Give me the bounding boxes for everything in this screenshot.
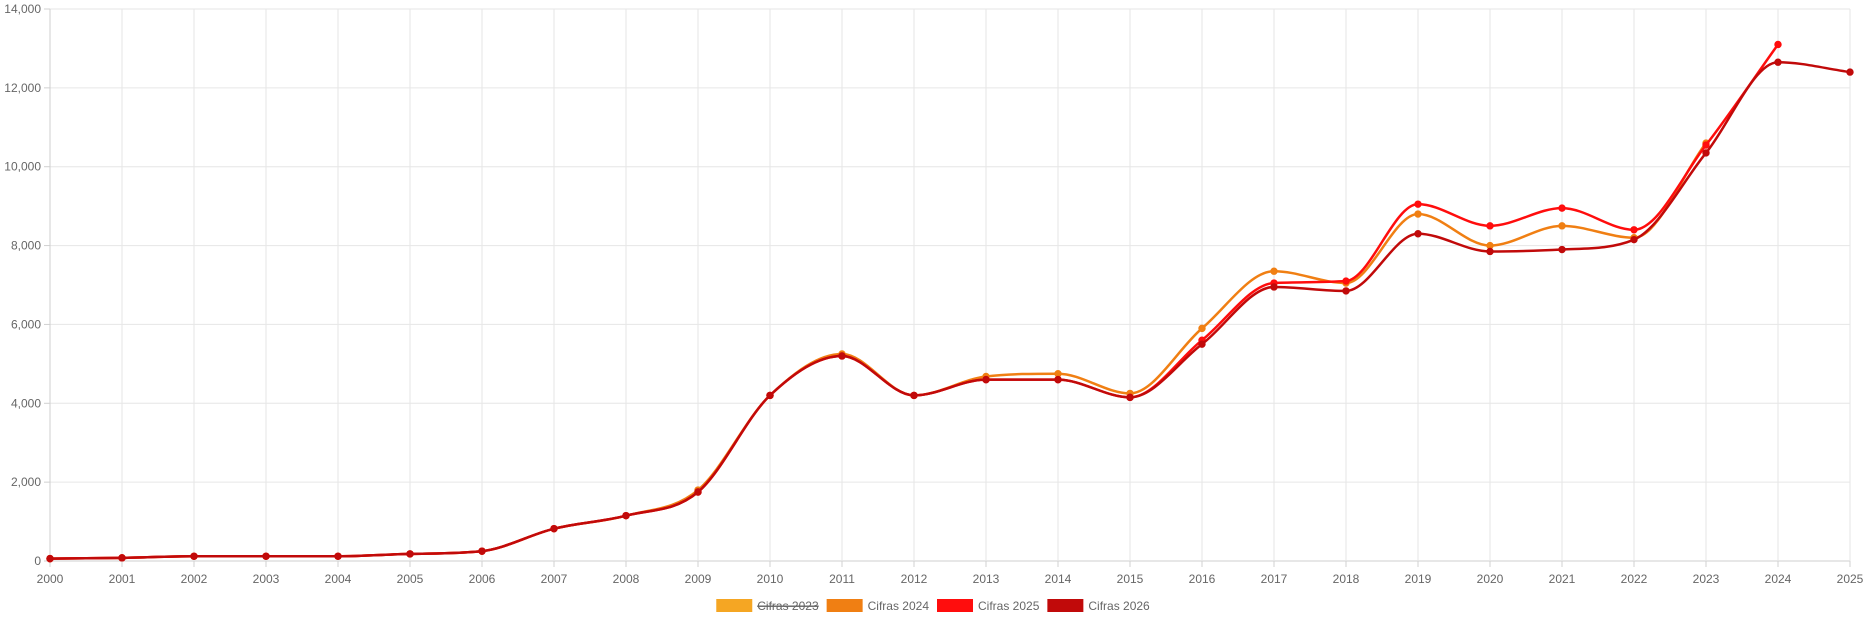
data-point-cifras-2026 (46, 554, 54, 563)
data-point-cifras-2026 (262, 552, 270, 560)
y-tick-label: 6,000 (11, 317, 41, 331)
data-point-cifras-2026 (694, 488, 702, 496)
x-tick-label: 2002 (181, 572, 208, 586)
legend: Cifras 2023 Cifras 2024 Cifras 2025 Cifras … (716, 599, 1150, 613)
axis-layer: 0 2,000 4,000 6,000 8,000 10,000 12,000 14,000 2… (4, 2, 1863, 586)
legend-item-cifras-2024[interactable]: Cifras 2024 (826, 599, 930, 613)
x-tick-label: 2015 (1117, 572, 1144, 586)
data-point-cifras-2026 (1846, 68, 1854, 76)
data-point-cifras-2025 (1342, 277, 1350, 285)
data-point-cifras-2026 (190, 552, 198, 560)
y-tick-label: 2,000 (11, 475, 41, 489)
x-tick-label: 2010 (757, 572, 784, 586)
x-tick-label: 2006 (469, 572, 496, 586)
x-tick-label: 2008 (613, 572, 640, 586)
data-point-cifras-2026 (910, 391, 918, 400)
x-tick-label: 2013 (973, 572, 1000, 586)
grid-layer (49, 8, 1851, 562)
x-tick-label: 2022 (1621, 572, 1648, 586)
x-tick-label: 2003 (253, 572, 280, 586)
x-tick-label: 2001 (109, 572, 136, 586)
legend-swatch (1047, 599, 1084, 612)
data-point-cifras-2024 (1558, 222, 1566, 230)
data-point-cifras-2026 (766, 391, 774, 400)
legend-label: Cifras 2024 (868, 599, 930, 613)
x-tick-label: 2024 (1765, 572, 1792, 586)
x-tick-label: 2009 (685, 572, 712, 586)
x-tick-label: 2012 (901, 572, 928, 586)
data-point-cifras-2026 (118, 554, 126, 562)
data-point-cifras-2026 (838, 352, 846, 360)
y-tick-label: 0 (34, 554, 41, 568)
legend-swatch (716, 599, 753, 612)
y-tick-label: 4,000 (11, 396, 41, 410)
data-point-cifras-2026 (982, 375, 990, 384)
x-tick-label: 2021 (1549, 572, 1576, 586)
y-tick-label: 8,000 (11, 239, 41, 253)
data-point-cifras-2025 (1630, 226, 1638, 234)
data-point-cifras-2026 (1774, 58, 1782, 66)
x-tick-label: 2005 (397, 572, 424, 586)
x-tick-label: 2014 (1045, 572, 1072, 586)
data-point-cifras-2026 (550, 524, 558, 533)
x-tick-label: 2019 (1405, 572, 1432, 586)
x-tick-label: 2023 (1693, 572, 1720, 586)
data-point-cifras-2026 (1342, 287, 1350, 295)
data-point-cifras-2026 (478, 547, 486, 555)
legend-swatch (937, 599, 973, 612)
y-tick-label: 14,000 (4, 2, 41, 16)
y-tick-label: 12,000 (4, 81, 41, 95)
data-point-cifras-2025 (1486, 222, 1494, 230)
y-tick-label: 10,000 (4, 160, 41, 174)
x-tick-label: 2025 (1837, 572, 1864, 586)
series-layer (46, 40, 1854, 563)
series-cifras-2024 (46, 139, 1710, 563)
legend-label: Cifras 2025 (978, 599, 1040, 613)
data-point-cifras-2024 (1414, 210, 1422, 218)
x-tick-label: 2011 (829, 572, 855, 586)
data-point-cifras-2026 (1558, 245, 1566, 254)
x-tick-label: 2017 (1261, 572, 1288, 586)
data-point-cifras-2026 (406, 550, 414, 558)
series-line-cifras-2026 (48, 60, 1852, 560)
data-point-cifras-2025 (1702, 141, 1710, 149)
data-point-cifras-2026 (622, 511, 630, 520)
series-cifras-2026 (46, 58, 1854, 563)
x-tick-label: 2020 (1477, 572, 1504, 586)
data-point-cifras-2025 (1558, 204, 1566, 212)
data-point-cifras-2026 (1630, 235, 1638, 244)
legend-swatch (826, 599, 863, 612)
data-point-cifras-2026 (1414, 230, 1422, 238)
x-tick-label: 2004 (325, 572, 352, 586)
data-point-cifras-2026 (1270, 283, 1278, 291)
data-point-cifras-2026 (1054, 375, 1062, 384)
data-point-cifras-2024 (1270, 267, 1278, 275)
x-tick-label: 2000 (37, 572, 64, 586)
legend-item-cifras-2025[interactable]: Cifras 2025 (937, 599, 1040, 613)
x-tick-label: 2016 (1189, 572, 1216, 586)
data-point-cifras-2025 (1774, 40, 1782, 49)
x-tick-label: 2018 (1333, 572, 1360, 586)
legend-item-cifras-2026[interactable]: Cifras 2026 (1047, 599, 1150, 613)
series-line-cifras-2024 (48, 141, 1708, 560)
legend-item-cifras-2023[interactable]: Cifras 2023 (716, 599, 819, 613)
data-point-cifras-2025 (1414, 200, 1422, 208)
data-point-cifras-2026 (1126, 393, 1134, 402)
data-point-cifras-2026 (1198, 340, 1206, 348)
data-point-cifras-2026 (334, 552, 342, 560)
legend-label: Cifras 2026 (1088, 599, 1150, 613)
data-point-cifras-2024 (1198, 324, 1206, 333)
data-point-cifras-2026 (1702, 149, 1710, 157)
x-tick-label: 2007 (541, 572, 568, 586)
data-point-cifras-2026 (1486, 247, 1494, 256)
